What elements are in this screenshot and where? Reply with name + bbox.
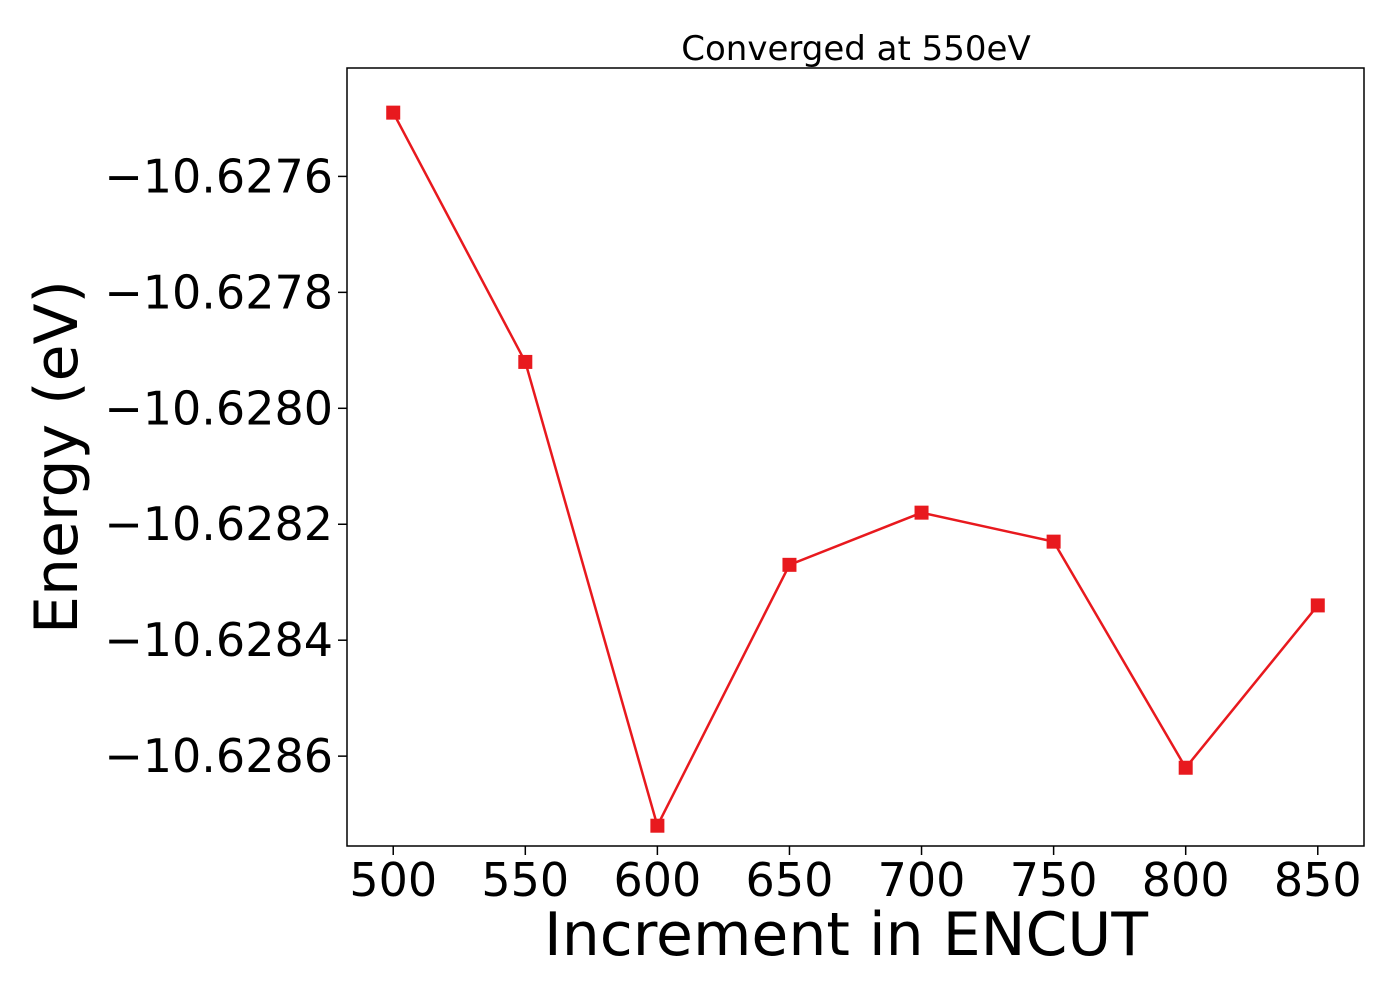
- data-point-marker: [650, 818, 665, 833]
- data-point-marker: [1310, 598, 1325, 613]
- data-point-marker: [782, 557, 797, 572]
- data-point-marker: [914, 505, 929, 520]
- data-point-marker: [518, 354, 533, 369]
- x-axis-label: Increment in ENCUT: [544, 900, 1148, 970]
- x-tick-label: 700: [878, 853, 966, 907]
- y-tick-label: −10.6284: [104, 613, 333, 667]
- y-tick-label: −10.6282: [104, 497, 333, 551]
- x-tick-label: 750: [1010, 853, 1098, 907]
- x-tick-label: 850: [1274, 853, 1362, 907]
- series-line: [392, 112, 1319, 830]
- y-tick-label: −10.6276: [104, 149, 333, 203]
- x-tick-label: 650: [746, 853, 834, 907]
- data-point-marker: [1178, 760, 1193, 775]
- x-tick-label: 500: [349, 853, 437, 907]
- y-tick-label: −10.6286: [104, 729, 333, 783]
- x-tick-label: 550: [481, 853, 569, 907]
- axes-frame: [346, 67, 1365, 847]
- chart-title: Converged at 550eV: [681, 29, 1030, 69]
- y-tick-label: −10.6278: [104, 265, 333, 319]
- y-tick-label: −10.6280: [104, 381, 333, 435]
- data-point-marker: [386, 105, 401, 120]
- y-axis-label: Energy (eV): [22, 280, 92, 634]
- data-point-marker: [1046, 534, 1061, 549]
- x-tick-label: 800: [1142, 853, 1230, 907]
- plot-area: 500 550 600 650 700 750 800 850 −10.6276 −10.6278…: [104, 105, 1362, 907]
- x-tick-label: 600: [613, 853, 701, 907]
